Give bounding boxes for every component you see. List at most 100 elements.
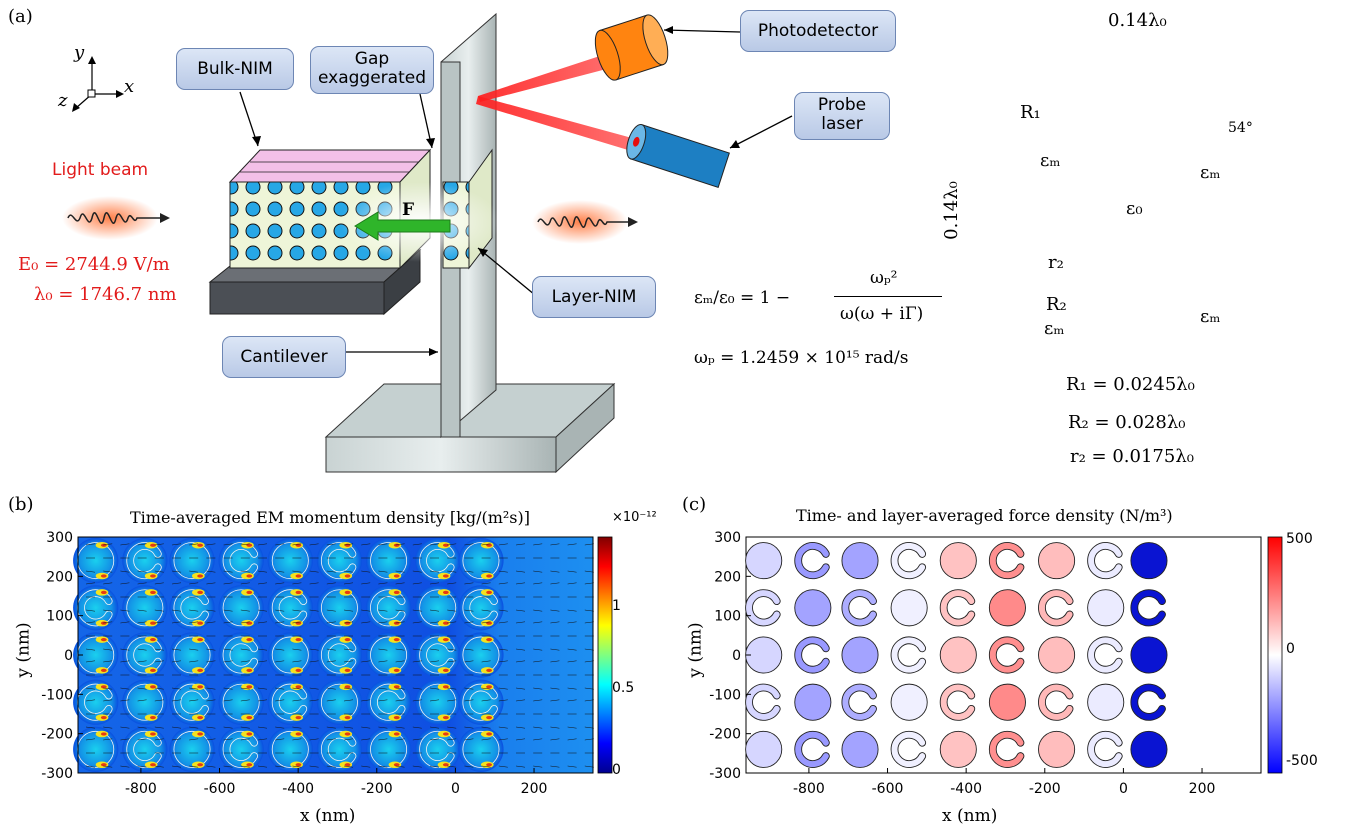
y-tick-b-4: -100 bbox=[41, 687, 73, 703]
vector-arrow bbox=[171, 660, 182, 663]
vector-arrow bbox=[464, 621, 474, 624]
inclusion-outline-circle bbox=[462, 636, 500, 674]
vector-arrow bbox=[464, 726, 474, 729]
vector-arrow bbox=[567, 582, 577, 585]
panel-c-label: (c) bbox=[682, 494, 707, 515]
inclusion-outline-circle bbox=[462, 542, 500, 580]
field-well bbox=[316, 679, 363, 725]
vector-arrow bbox=[395, 648, 405, 651]
inclusion-outline-crescent bbox=[419, 730, 455, 768]
vector-arrow bbox=[550, 648, 560, 651]
field-well bbox=[415, 679, 461, 725]
panel-c-title: Time- and layer-averaged force density (… bbox=[796, 506, 1173, 525]
vector-arrow bbox=[378, 570, 388, 573]
vector-arrow bbox=[309, 726, 319, 729]
vector-arrow bbox=[567, 609, 577, 612]
x-tick-b-1: -600 bbox=[204, 781, 236, 797]
vector-arrow bbox=[189, 687, 199, 690]
vector-arrow bbox=[206, 648, 216, 651]
field-well bbox=[169, 726, 215, 773]
vector-arrow bbox=[240, 738, 250, 741]
x-tick-b-4: 0 bbox=[451, 781, 460, 797]
eps-equation-lhs: εₘ/ε₀ = 1 − bbox=[694, 288, 791, 308]
vector-arrow bbox=[257, 570, 268, 573]
vector-arrow bbox=[533, 543, 543, 546]
vector-arrow bbox=[429, 726, 440, 729]
inclusion-outline-circle bbox=[320, 589, 358, 627]
vector-arrow bbox=[584, 738, 594, 741]
force-crescent bbox=[939, 589, 976, 627]
x-tick-b-0: -800 bbox=[125, 781, 157, 797]
vector-arrow bbox=[240, 648, 250, 651]
vector-arrow bbox=[171, 738, 182, 741]
vector-arrow bbox=[120, 648, 130, 651]
inclusion-outline-circle bbox=[370, 542, 408, 580]
vector-arrow bbox=[584, 621, 594, 624]
inclusion-outline-circle bbox=[126, 683, 164, 721]
vector-arrow bbox=[378, 648, 388, 651]
vector-arrow bbox=[103, 765, 113, 768]
vector-arrow bbox=[429, 660, 440, 663]
hotspot-peak bbox=[393, 543, 400, 547]
force-circle bbox=[1038, 730, 1076, 768]
hotspot-peak bbox=[246, 574, 253, 578]
vector-arrow bbox=[292, 726, 302, 729]
eps-m-crescent-tr: εₘ bbox=[1200, 162, 1221, 183]
vector-arrow bbox=[481, 582, 491, 585]
field-well bbox=[218, 679, 264, 725]
field-well bbox=[415, 726, 461, 773]
vector-arrow bbox=[154, 765, 164, 768]
vector-arrow bbox=[343, 687, 354, 690]
vector-arrow bbox=[189, 738, 199, 741]
field-well bbox=[365, 585, 412, 631]
vector-arrow bbox=[412, 765, 422, 768]
vector-arrow bbox=[378, 738, 388, 741]
vector-arrow bbox=[378, 582, 388, 585]
vector-arrow bbox=[292, 543, 302, 546]
force-circle bbox=[1130, 542, 1168, 580]
axis-y-label: y bbox=[74, 42, 85, 63]
plot-b-xlabel: x (nm) bbox=[300, 806, 356, 826]
vector-arrow bbox=[395, 699, 405, 702]
hotspot-peak bbox=[295, 574, 302, 578]
field-well bbox=[458, 679, 504, 725]
vector-arrow bbox=[309, 765, 319, 768]
vector-arrow bbox=[533, 687, 543, 690]
lambda0-value: λ₀ = 1746.7 nm bbox=[34, 284, 177, 305]
vector-arrow bbox=[189, 582, 199, 585]
vector-arrow bbox=[85, 570, 96, 573]
vector-arrow bbox=[567, 648, 577, 651]
hotspot-peak bbox=[442, 668, 449, 672]
vector-arrow bbox=[395, 609, 405, 612]
field-well bbox=[169, 632, 215, 678]
vector-arrow bbox=[206, 660, 216, 663]
vector-arrow bbox=[206, 699, 216, 702]
hotspot-peak bbox=[295, 685, 302, 689]
inclusion-outline-crescent bbox=[77, 683, 113, 721]
vector-arrow bbox=[361, 726, 371, 729]
vector-arrow bbox=[309, 543, 319, 546]
hotspot-peak bbox=[197, 638, 204, 642]
vector-arrow bbox=[103, 699, 113, 702]
vector-arrow bbox=[343, 570, 354, 573]
vector-arrow bbox=[189, 648, 199, 651]
vector-arrow bbox=[361, 765, 371, 768]
cantilever-callout: Cantilever bbox=[222, 336, 346, 378]
vector-arrow bbox=[257, 738, 268, 741]
vector-arrow bbox=[378, 765, 388, 768]
field-well bbox=[267, 679, 313, 725]
hotspot-peak bbox=[442, 590, 449, 595]
vector-arrow bbox=[343, 609, 354, 612]
vector-arrow bbox=[378, 660, 388, 663]
hotspot-peak bbox=[100, 590, 107, 595]
hotspot-peak bbox=[442, 638, 449, 642]
vector-arrow bbox=[206, 738, 216, 741]
probe-callout-line1: Probe bbox=[817, 95, 867, 115]
vector-arrow bbox=[292, 621, 302, 624]
x-tick-c-0: -800 bbox=[793, 781, 825, 797]
vector-arrow bbox=[292, 765, 302, 768]
vector-arrow bbox=[447, 570, 457, 573]
vector-arrow bbox=[498, 609, 508, 612]
y-tick-c-1: 200 bbox=[714, 569, 741, 585]
hotspot-peak bbox=[150, 638, 156, 642]
